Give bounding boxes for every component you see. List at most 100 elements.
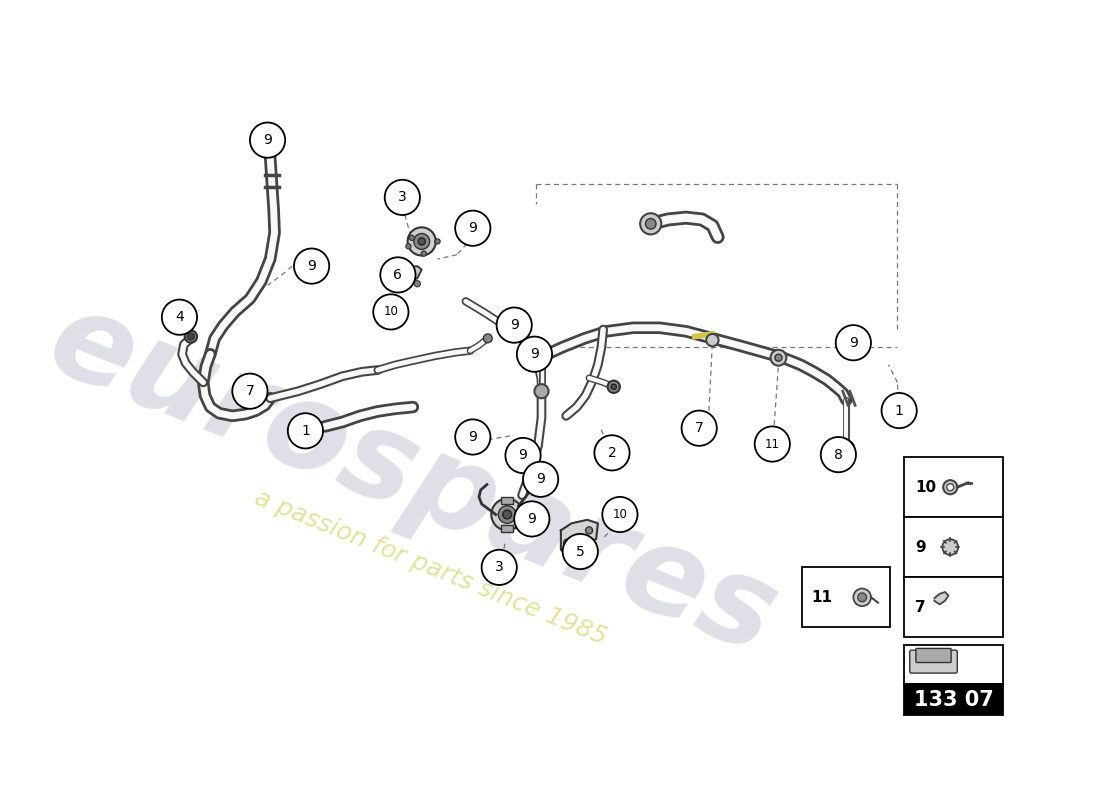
Circle shape	[185, 330, 197, 342]
Text: 5: 5	[576, 545, 584, 558]
Circle shape	[858, 593, 867, 602]
Circle shape	[881, 393, 916, 428]
Circle shape	[505, 438, 540, 473]
Text: 9: 9	[469, 222, 477, 235]
Circle shape	[854, 589, 871, 606]
Text: 9: 9	[536, 472, 546, 486]
Circle shape	[418, 238, 426, 245]
Circle shape	[640, 214, 661, 234]
Circle shape	[492, 498, 522, 530]
Bar	[500, 497, 514, 504]
Circle shape	[603, 497, 638, 532]
Bar	[904, 577, 1003, 637]
Text: 9: 9	[915, 540, 925, 554]
Circle shape	[385, 180, 420, 215]
Circle shape	[408, 227, 436, 255]
Text: 133 07: 133 07	[914, 690, 993, 710]
Circle shape	[607, 381, 620, 393]
Text: 9: 9	[469, 430, 477, 444]
Circle shape	[503, 510, 512, 519]
Circle shape	[498, 506, 516, 523]
Text: 10: 10	[915, 480, 936, 494]
Circle shape	[563, 539, 571, 546]
Circle shape	[646, 218, 656, 229]
Circle shape	[415, 281, 420, 287]
Circle shape	[455, 210, 491, 246]
Text: 11: 11	[811, 590, 832, 605]
Circle shape	[517, 337, 552, 372]
FancyBboxPatch shape	[910, 650, 957, 673]
Text: 4: 4	[175, 310, 184, 324]
Circle shape	[414, 234, 430, 250]
Circle shape	[405, 265, 410, 271]
Circle shape	[187, 333, 195, 340]
Circle shape	[943, 480, 957, 494]
Circle shape	[406, 244, 411, 249]
Polygon shape	[561, 520, 598, 554]
Text: 9: 9	[527, 512, 537, 526]
Circle shape	[514, 502, 549, 537]
Circle shape	[434, 238, 440, 244]
FancyBboxPatch shape	[916, 649, 952, 662]
Text: 9: 9	[307, 259, 316, 273]
Text: 6: 6	[394, 268, 403, 282]
Bar	[904, 684, 1003, 715]
Circle shape	[386, 275, 393, 282]
Circle shape	[522, 462, 558, 497]
Circle shape	[594, 435, 629, 470]
Text: 9: 9	[530, 347, 539, 361]
Text: 3: 3	[398, 190, 407, 204]
Circle shape	[421, 251, 427, 256]
Circle shape	[482, 550, 517, 585]
Text: 1: 1	[894, 403, 903, 418]
Text: 9: 9	[509, 318, 518, 332]
Bar	[904, 517, 1003, 577]
Circle shape	[821, 437, 856, 472]
Circle shape	[288, 414, 323, 449]
Circle shape	[943, 539, 958, 555]
Polygon shape	[382, 266, 421, 287]
Circle shape	[409, 235, 415, 241]
Polygon shape	[934, 592, 948, 604]
Circle shape	[842, 444, 850, 453]
Bar	[500, 525, 514, 532]
Circle shape	[755, 426, 790, 462]
Bar	[802, 567, 890, 627]
Text: 8: 8	[834, 448, 843, 462]
Circle shape	[232, 374, 267, 409]
Text: 1: 1	[301, 424, 310, 438]
Circle shape	[250, 122, 285, 158]
Bar	[904, 645, 1003, 684]
Text: 10: 10	[613, 508, 627, 521]
Circle shape	[455, 419, 491, 454]
Text: 9: 9	[518, 449, 527, 462]
Text: 7: 7	[245, 384, 254, 398]
Circle shape	[162, 299, 197, 335]
Circle shape	[947, 484, 954, 490]
Circle shape	[774, 354, 782, 362]
Text: 10: 10	[384, 306, 398, 318]
Circle shape	[706, 334, 718, 346]
Circle shape	[535, 384, 549, 398]
Text: 3: 3	[495, 560, 504, 574]
Text: 7: 7	[915, 599, 925, 614]
Text: 11: 11	[764, 438, 780, 450]
Circle shape	[682, 410, 717, 446]
Circle shape	[770, 350, 786, 366]
Circle shape	[496, 307, 531, 342]
Circle shape	[381, 258, 416, 293]
Text: 7: 7	[695, 421, 704, 435]
Circle shape	[294, 249, 329, 284]
Circle shape	[845, 446, 848, 450]
Text: a passion for parts since 1985: a passion for parts since 1985	[251, 486, 611, 650]
Circle shape	[562, 534, 598, 569]
Text: 9: 9	[263, 133, 272, 147]
Circle shape	[585, 527, 593, 534]
Text: 9: 9	[849, 336, 858, 350]
Bar	[904, 458, 1003, 517]
Circle shape	[838, 441, 855, 456]
Circle shape	[836, 325, 871, 360]
Text: 2: 2	[607, 446, 616, 460]
Circle shape	[612, 384, 616, 390]
Circle shape	[373, 294, 408, 330]
